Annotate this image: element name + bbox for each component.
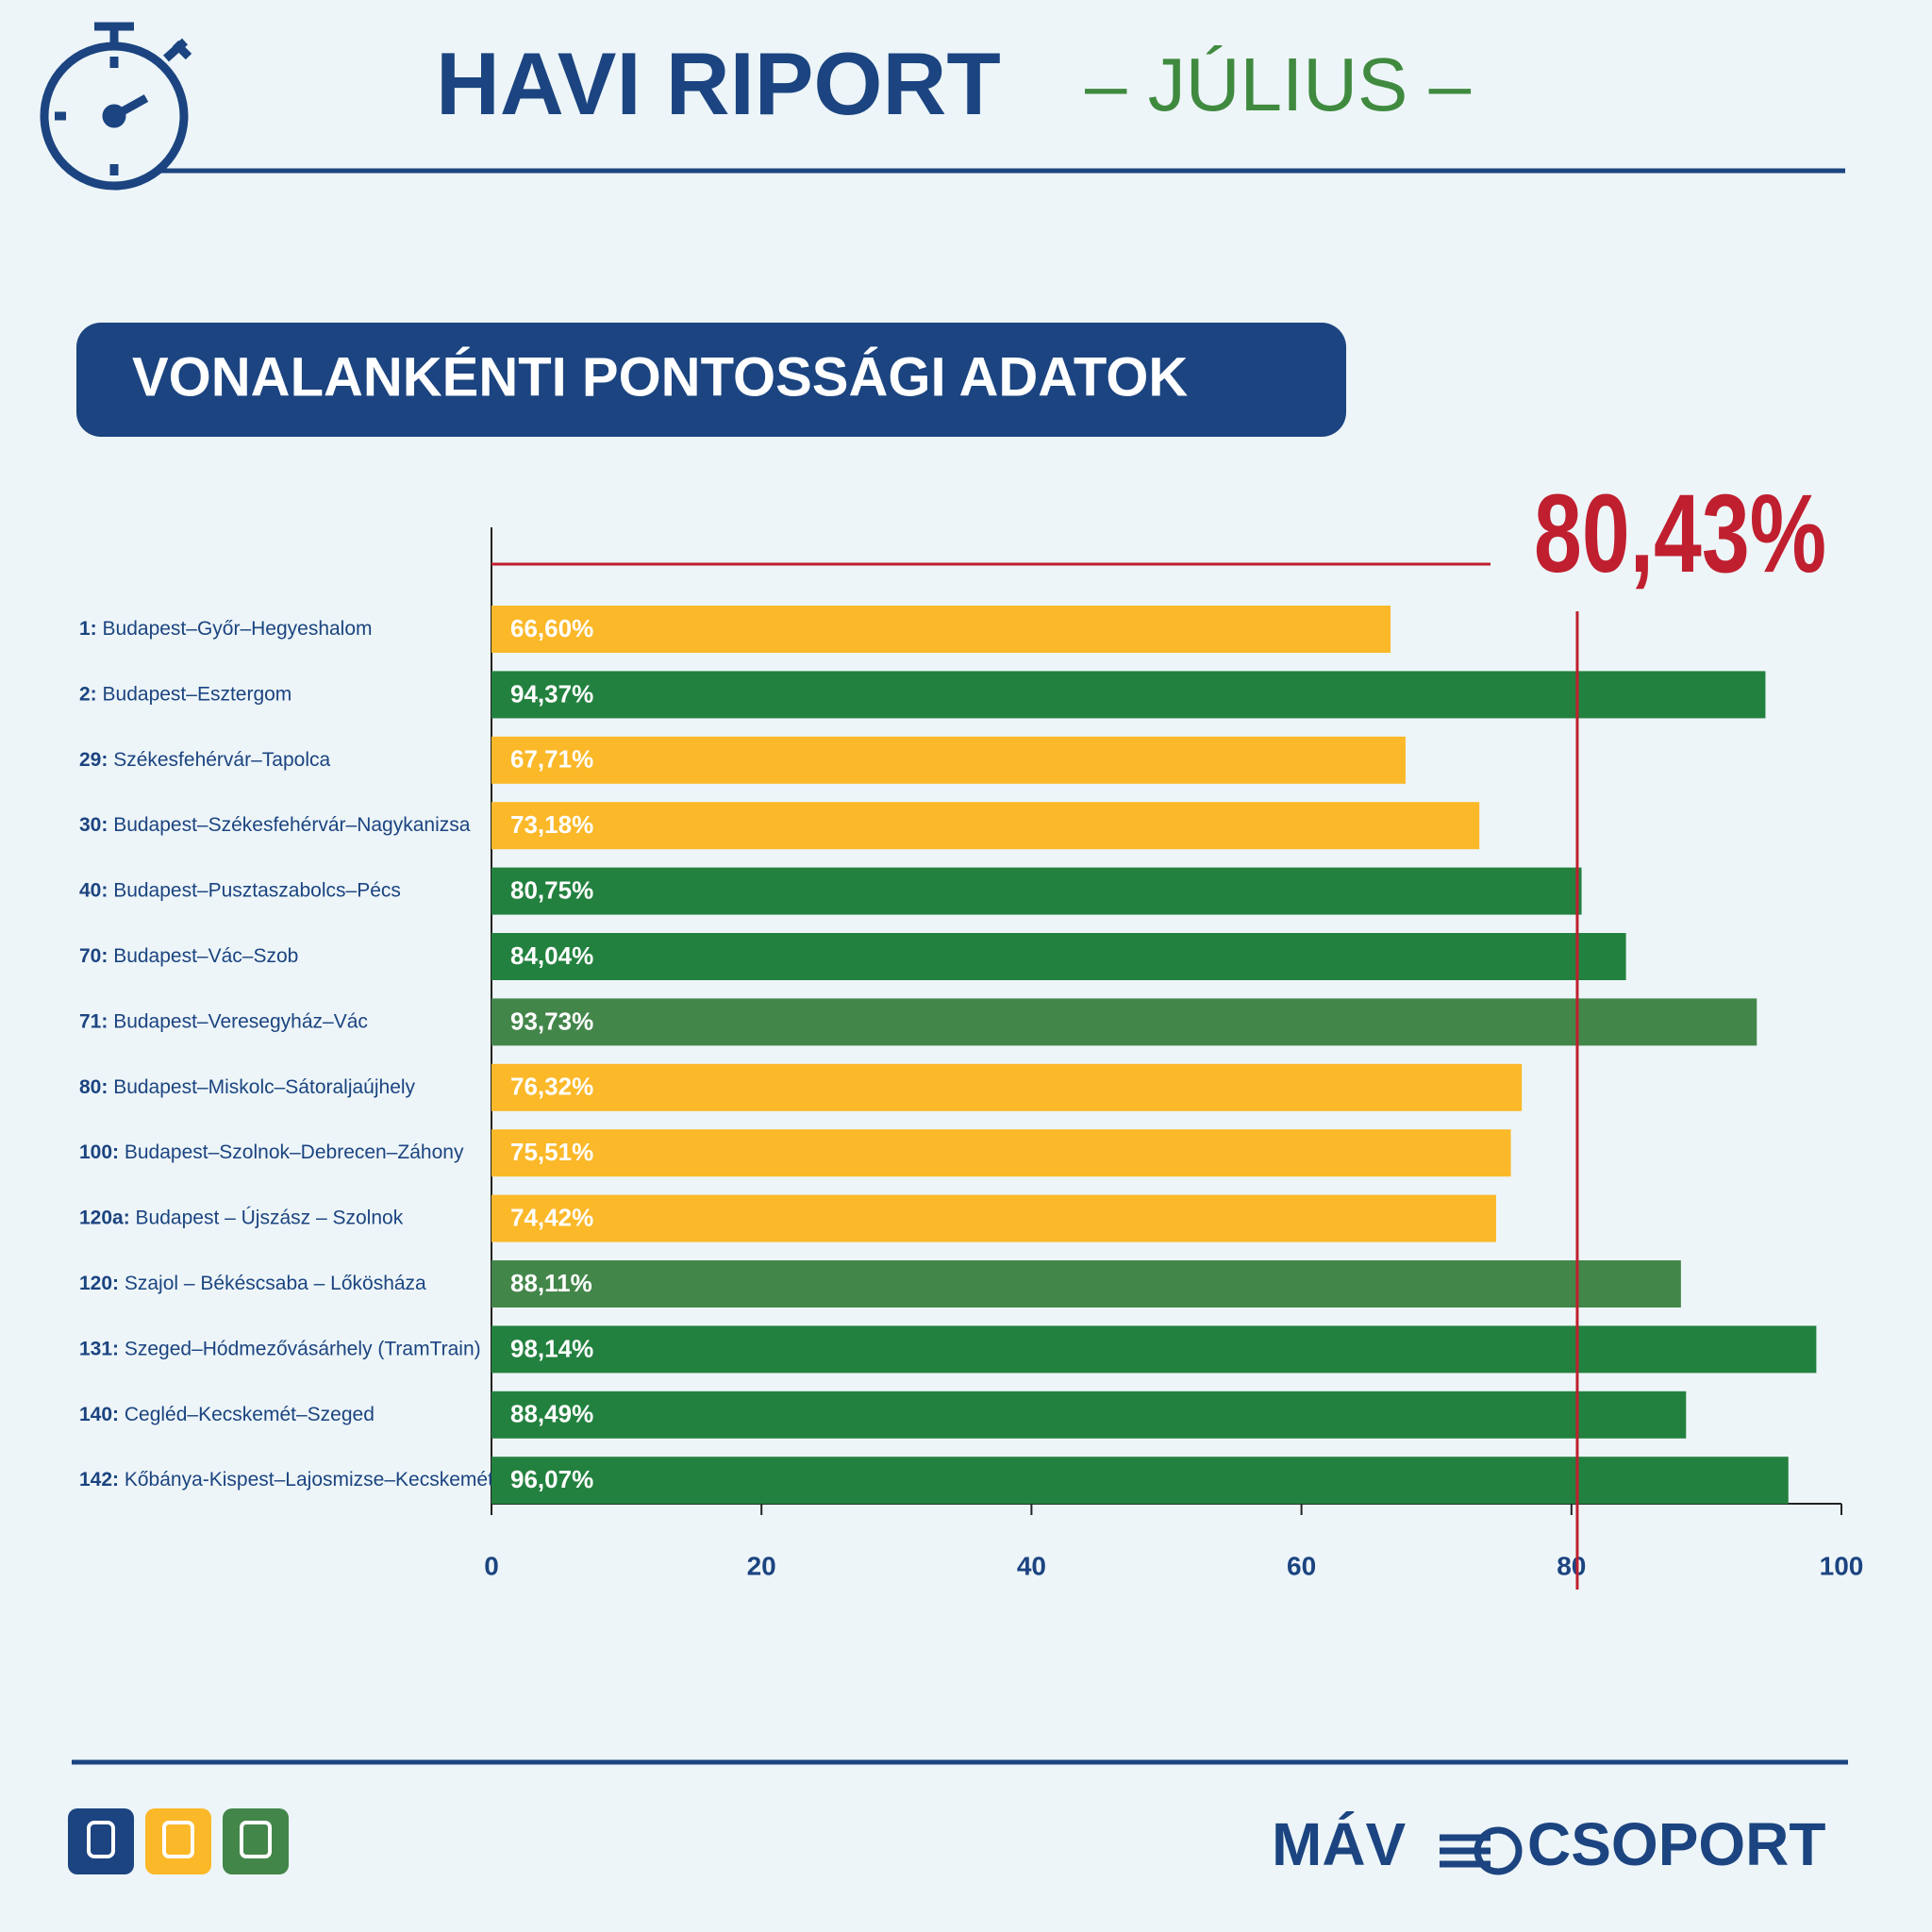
x-tick-label: 20 [747, 1551, 776, 1580]
title: HAVI RIPORT [436, 34, 1001, 133]
value-label: 93,73% [510, 1007, 593, 1035]
category-label: 100: Budapest–Szolnok–Debrecen–Záhony [79, 1141, 464, 1163]
category-label: 71: Budapest–Veresegyház–Vác [79, 1010, 368, 1032]
value-label: 88,11% [510, 1269, 592, 1297]
category-label: 70: Budapest–Vác–Szob [79, 945, 298, 967]
logo-left: MÁV [1272, 1810, 1407, 1878]
category-label: 80: Budapest–Miskolc–Sátoraljaújhely [79, 1075, 416, 1097]
value-label: 88,49% [510, 1400, 593, 1428]
mode-icons [68, 1808, 289, 1874]
category-label: 40: Budapest–Pusztaszabolcs–Pécs [79, 879, 401, 901]
value-label: 73,18% [510, 810, 593, 839]
bar [491, 1129, 1511, 1177]
category-label: 120a: Budapest – Újszász – Szolnok [79, 1207, 404, 1228]
bar [491, 802, 1480, 850]
value-label: 96,07% [510, 1465, 593, 1493]
subtitle: – JÚLIUS – [1085, 42, 1472, 126]
category-label: 29: Székesfehérvár–Tapolca [79, 748, 330, 770]
bar [491, 606, 1391, 653]
value-label: 66,60% [510, 614, 593, 642]
logo-mark [1440, 1826, 1523, 1875]
value-label: 76,32% [510, 1073, 593, 1101]
bar [491, 671, 1766, 719]
value-label: 67,71% [510, 745, 593, 774]
x-tick-label: 40 [1017, 1551, 1046, 1580]
banner [76, 323, 1346, 437]
train-glyph [87, 1821, 115, 1858]
bar [491, 867, 1582, 915]
train-icon [68, 1808, 134, 1874]
bar [491, 1457, 1789, 1505]
x-tick-label: 60 [1287, 1551, 1316, 1580]
value-label: 80,75% [510, 875, 593, 904]
bus-icon [145, 1808, 211, 1874]
bar [491, 933, 1626, 980]
chart: 0 20 40 60 80 100 1: Budapest–Győr–Hegyeshalom… [79, 472, 1863, 1590]
category-label: 1: Budapest–Győr–Hegyeshalom [79, 618, 373, 640]
category-label: 120: Szajol – Békéscsaba – Lőkösháza [79, 1273, 426, 1294]
banner-title: VONALANKÉNTI PONTOSSÁGI ADATOK [132, 346, 1188, 408]
category-label: 2: Budapest–Esztergom [79, 683, 291, 705]
bar [491, 1260, 1681, 1307]
value-label: 84,04% [510, 941, 593, 970]
bus-glyph [162, 1821, 194, 1858]
value-label: 74,42% [510, 1203, 593, 1231]
category-label: 30: Budapest–Székesfehérvár–Nagykanizsa [79, 814, 471, 836]
category-label: 142: Kőbánya-Kispest–Lajosmizse–Kecskemé… [79, 1469, 493, 1491]
value-label: 94,37% [510, 679, 593, 708]
stopwatch-icon [40, 22, 192, 191]
x-tick-label: 80 [1557, 1551, 1586, 1580]
x-tick-label: 0 [484, 1551, 499, 1580]
logo-right: CSOPORT [1527, 1810, 1825, 1878]
category-label: 140: Cegléd–Kecskemét–Szeged [79, 1403, 375, 1424]
category-label: 131: Szeged–Hódmezővásárhely (TramTrain) [79, 1338, 481, 1359]
value-label: 98,14% [510, 1334, 593, 1362]
bar [491, 736, 1406, 784]
tram-icon [223, 1808, 289, 1874]
value-label: 75,51% [510, 1138, 593, 1166]
bar [491, 1391, 1687, 1439]
bar [491, 1325, 1817, 1374]
reference-label: 80,43% [1534, 472, 1826, 596]
x-tick-label: 100 [1820, 1551, 1864, 1580]
bar [491, 1063, 1523, 1111]
bar [491, 1194, 1496, 1242]
bar [491, 998, 1757, 1046]
tram-glyph [240, 1821, 272, 1858]
